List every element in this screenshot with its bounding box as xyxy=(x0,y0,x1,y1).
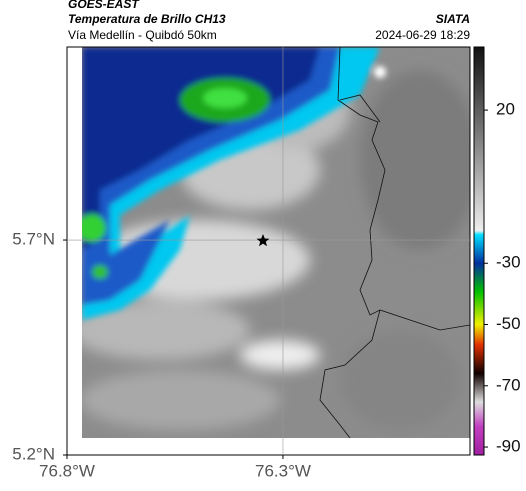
source-label: SIATA xyxy=(436,12,470,26)
colorbar-tick-label: -50 xyxy=(496,314,521,333)
satellite-image xyxy=(82,47,470,438)
colorbar xyxy=(473,46,485,456)
region-label: Vía Medellín - Quibdó 50km xyxy=(68,28,217,42)
colorbar-tick-label: -70 xyxy=(496,375,521,394)
y-tick-label: 5.2°N xyxy=(12,444,55,463)
product-title: Temperatura de Brillo CH13 xyxy=(68,12,226,26)
colorbar-tick-label: 20 xyxy=(496,100,515,119)
x-tick-label: 76.8°W xyxy=(39,461,95,480)
satellite-name: GOES-EAST xyxy=(68,0,140,11)
map-frame xyxy=(66,46,471,456)
y-tick-label: 5.7°N xyxy=(12,230,55,249)
colorbar-tick-label: -90 xyxy=(496,437,521,456)
location-star xyxy=(256,234,270,247)
datetime-label: 2024-06-29 18:29 xyxy=(375,28,470,42)
colorbar-tick-label: -30 xyxy=(496,253,521,272)
x-tick-label: 76.3°W xyxy=(255,461,311,480)
